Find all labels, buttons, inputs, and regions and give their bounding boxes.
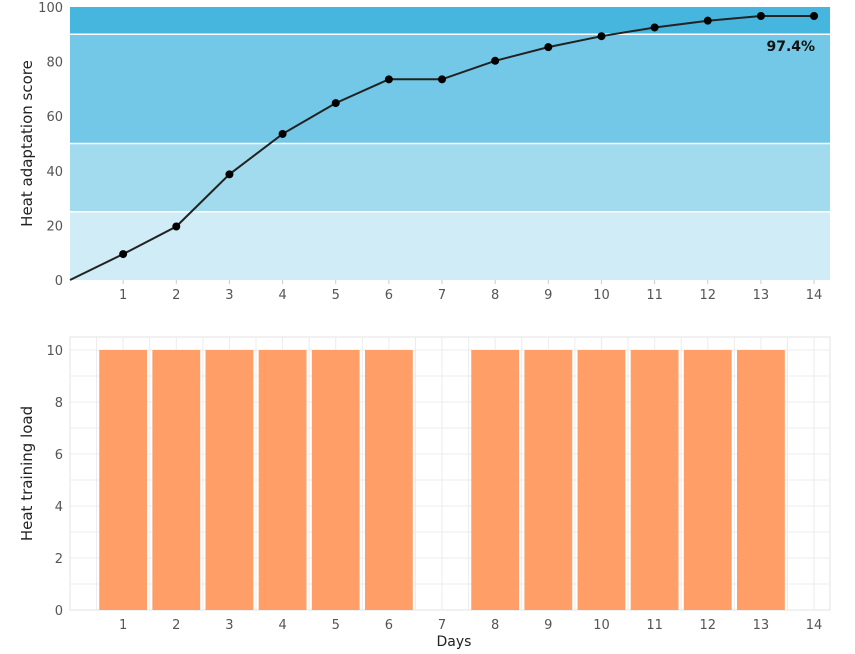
score-point [756,12,765,21]
x-tick-label: 13 [753,618,770,633]
score-point [544,43,553,52]
x-tick-label: 4 [278,288,286,303]
score-band-1 [70,211,830,280]
x-tick-label: 11 [646,618,663,633]
load-bar [683,350,732,610]
score-point [491,56,500,65]
x-tick-label: 12 [699,618,716,633]
y-tick-label: 40 [46,165,63,180]
x-tick-label: 7 [438,618,446,633]
score-bands [70,7,830,280]
x-tick-label: 8 [491,288,499,303]
x-tick-label: 3 [225,288,233,303]
x-tick-label: 14 [806,288,823,303]
score-point [278,129,287,138]
score-point [119,250,128,259]
x-tick-label: 2 [172,288,180,303]
score-point [384,75,393,84]
y-tick-label: 2 [55,552,63,567]
y-axis-title: Heat training load [18,406,36,541]
load-bar [152,350,201,610]
x-tick-label: 12 [699,288,716,303]
x-tick-label: 14 [806,618,823,633]
x-tick-label: 6 [385,618,393,633]
score-band-3 [70,34,830,144]
load-bar [736,350,785,610]
load-bar [205,350,254,610]
load-bars [99,350,785,610]
x-tick-label: 1 [119,618,127,633]
load-bar [311,350,360,610]
x-tick-label: 8 [491,618,499,633]
y-tick-label: 0 [55,274,63,289]
score-point [597,32,606,41]
x-tick-label: 7 [438,288,446,303]
y-axis-ticks: 0 20 40 60 80 100 [38,1,63,289]
score-point [650,23,659,32]
y-tick-label: 6 [55,448,63,463]
x-axis-ticks: 1 2 3 4 5 6 7 8 9 10 11 12 13 14 [119,618,822,633]
score-point [810,12,819,21]
x-tick-label: 2 [172,618,180,633]
x-tick-label: 10 [593,288,610,303]
score-point [703,16,712,25]
load-bar [471,350,520,610]
load-bar [364,350,413,610]
y-tick-label: 100 [38,1,63,16]
y-tick-label: 4 [55,500,63,515]
load-bar [99,350,148,610]
y-tick-label: 20 [46,219,63,234]
x-tick-label: 11 [646,288,663,303]
load-bar [524,350,573,610]
x-axis-title: Days [437,634,472,650]
x-tick-label: 1 [119,288,127,303]
y-tick-label: 80 [46,56,63,71]
load-bar [630,350,679,610]
x-tick-label: 9 [544,288,552,303]
x-tick-label: 9 [544,618,552,633]
score-point [438,75,447,84]
x-tick-label: 10 [593,618,610,633]
final-score-label: 97.4% [766,39,815,55]
y-tick-label: 10 [46,344,63,359]
y-tick-label: 8 [55,396,63,411]
x-tick-label: 3 [225,618,233,633]
x-tick-label: 6 [385,288,393,303]
y-axis-ticks: 0 2 4 6 8 10 [46,344,63,619]
load-bar [258,350,307,610]
score-points [119,12,819,259]
y-tick-label: 0 [55,604,63,619]
x-axis-ticks: 1 2 3 4 5 6 7 8 9 10 11 12 13 14 [119,280,822,303]
y-tick-label: 60 [46,110,63,125]
x-tick-label: 5 [332,618,340,633]
score-band-2 [70,143,830,212]
x-tick-label: 5 [332,288,340,303]
load-bar [577,350,626,610]
score-point [331,99,340,108]
x-tick-label: 4 [278,618,286,633]
y-axis-title: Heat adaptation score [18,60,36,227]
score-point [225,170,234,179]
score-point [172,222,181,231]
x-tick-label: 13 [753,288,770,303]
